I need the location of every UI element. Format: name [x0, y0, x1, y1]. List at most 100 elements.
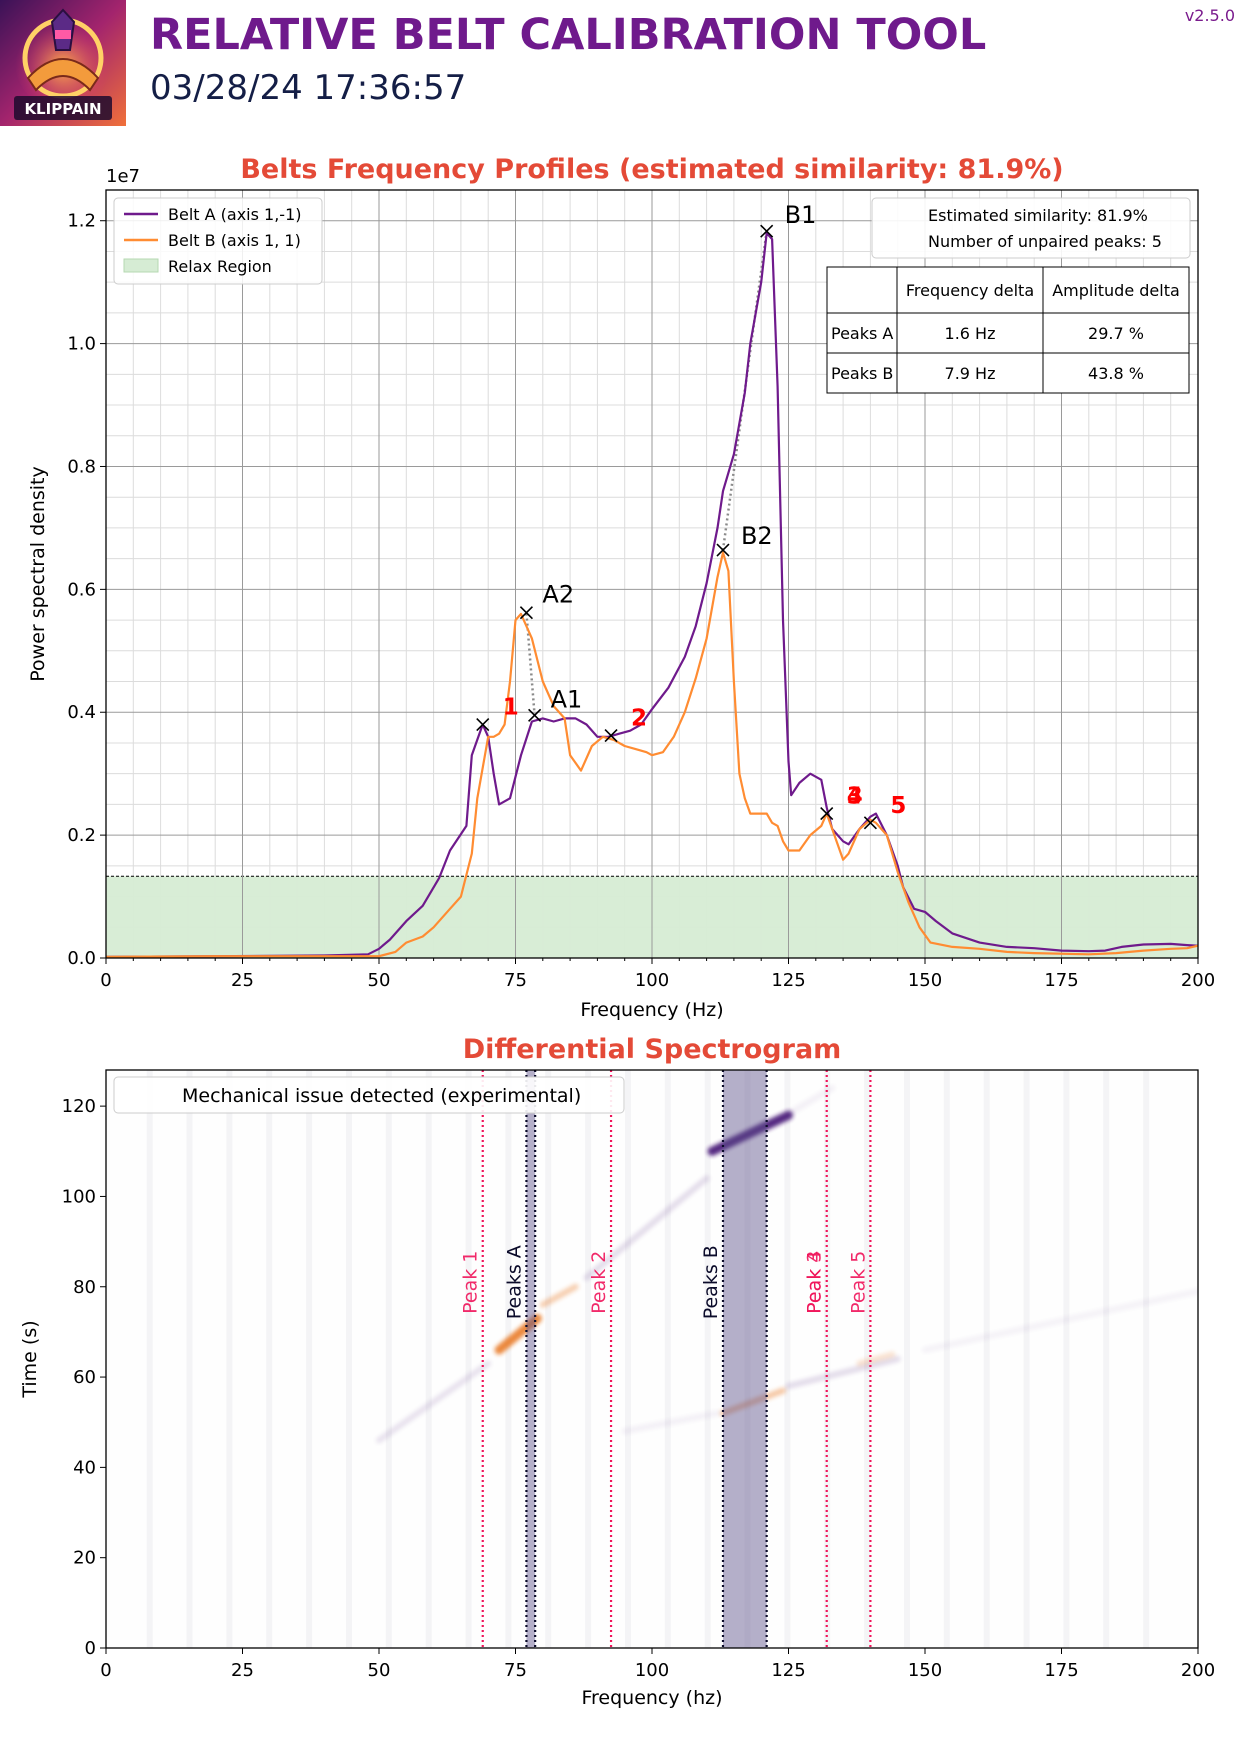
y-tick-label: 0.6	[67, 579, 96, 600]
x-tick-label: 150	[908, 970, 942, 991]
y-axis-label: Time (s)	[19, 1320, 41, 1398]
x-tick-label: 175	[1044, 1660, 1078, 1681]
x-tick-label: 75	[504, 1660, 527, 1681]
x-tick-label: 0	[100, 970, 111, 991]
peak-marker-a1	[528, 708, 542, 722]
peak-marker-b1	[760, 224, 774, 238]
unpaired-peak-marker	[820, 807, 834, 821]
table-value-cell: 7.9 Hz	[945, 364, 996, 383]
x-tick-label: 50	[368, 1660, 391, 1681]
x-axis-label: Frequency (hz)	[581, 1687, 722, 1709]
peaks-delta-table: Frequency delta Amplitude delta Peaks A 1.6…	[826, 266, 1190, 394]
peak-label-b1: B1	[785, 201, 817, 229]
peak-marker-stroke	[820, 807, 834, 821]
belt-b-streak	[494, 1313, 542, 1355]
y-multiplier: 1e7	[106, 166, 140, 187]
table-background	[827, 267, 1189, 393]
peak-marker-stroke	[760, 224, 774, 238]
belt-frequency-profiles-chart: Belts Frequency Profiles (estimated simi…	[27, 154, 1215, 1020]
peak-label-a2: A2	[542, 581, 574, 609]
table-value-cell: 29.7 %	[1088, 324, 1144, 343]
series-belt-a	[105, 231, 1199, 958]
y-tick-label: 1.0	[67, 334, 96, 355]
legend-swatch-relax	[123, 258, 159, 273]
peak-label-a1: A1	[551, 685, 583, 713]
belt-a-streak	[583, 1175, 710, 1281]
x-tick-label: 25	[231, 970, 254, 991]
peak-marker-stroke	[863, 816, 877, 830]
unpaired-peak-label: 4	[847, 784, 863, 810]
plot-area: A1 A2 B1 B2 1 2 34 5	[105, 190, 1199, 959]
timestamp: 03/28/24 17:36:57	[150, 68, 467, 108]
y-tick-label: 0.0	[67, 948, 96, 969]
unpaired-peak-line-label: Peak 2	[588, 1251, 610, 1314]
belt-b-streak	[539, 1283, 579, 1308]
legend-box	[113, 197, 323, 285]
y-tick-label: 80	[73, 1277, 96, 1298]
peak-band	[526, 1070, 536, 1648]
peak-marker-stroke	[528, 708, 542, 722]
series-belt-b	[105, 551, 1199, 958]
x-axis-label: Frequency (Hz)	[580, 999, 723, 1020]
y-tick-label: 1.2	[67, 211, 96, 232]
legend: Mechanical issue detected (experimental)	[113, 1076, 625, 1114]
table-header-cell: Amplitude delta	[1052, 281, 1180, 300]
spectrogram-area	[106, 1070, 1198, 1648]
table-value-cell: 43.8 %	[1088, 364, 1144, 383]
x-tick-label: 200	[1181, 970, 1215, 991]
page-title: RELATIVE BELT CALIBRATION TOOL	[150, 10, 987, 60]
unpaired-peak-line-label: Peak 3	[804, 1251, 826, 1314]
similarity-info-box: Estimated similarity: 81.9% Number of unp…	[871, 197, 1191, 259]
peak-marker-stroke	[604, 729, 618, 743]
x-tick-label: 0	[100, 1660, 111, 1681]
unpaired-peak-label: 1	[503, 695, 519, 721]
info-box-frame	[871, 197, 1191, 259]
belt-b-streak	[856, 1351, 896, 1367]
y-tick-label: 0.2	[67, 825, 96, 846]
x-tick-label: 125	[771, 1660, 805, 1681]
chart-title: Belts Frequency Profiles (estimated simi…	[240, 154, 1063, 185]
legend-label-mechanical-issue: Mechanical issue detected (experimental)	[182, 1085, 581, 1107]
legend-box	[113, 1076, 625, 1114]
x-tick-label: 75	[504, 970, 527, 991]
belt-a-streak	[621, 1410, 721, 1435]
chart-title: Differential Spectrogram	[463, 1034, 842, 1065]
y-tick-label: 0.8	[67, 456, 96, 477]
differential-spectrogram-chart: Differential Spectrogram Peak 1 Peak 2 Peak…	[19, 1034, 1215, 1709]
x-tick-label: 100	[635, 1660, 669, 1681]
unpaired-count-text: Number of unpaired peaks: 5	[928, 232, 1162, 251]
legend-label-belt-b: Belt B (axis 1, 1)	[168, 231, 301, 250]
y-tick-label: 60	[73, 1367, 96, 1388]
legend-label-belt-a: Belt A (axis 1,-1)	[168, 205, 302, 224]
x-tick-label: 50	[368, 970, 391, 991]
version-label: v2.5.0	[1184, 6, 1235, 25]
peak-marker-stroke	[519, 606, 533, 620]
unpaired-peak-line-label: Peak 1	[460, 1251, 482, 1314]
y-tick-label: 40	[73, 1457, 96, 1478]
x-tick-label: 25	[231, 1660, 254, 1681]
similarity-text: Estimated similarity: 81.9%	[928, 206, 1148, 225]
belt-a-streak	[785, 1356, 901, 1390]
report-header: KLIPPAIN RELATIVE BELT CALIBRATION TOOL …	[0, 0, 1245, 130]
table-value-cell: Peaks B	[831, 364, 893, 383]
unpaired-peak-label: 3	[847, 784, 863, 810]
unpaired-peak-marker	[863, 816, 877, 830]
unpaired-peak-line-label: Peak 5	[847, 1251, 869, 1314]
y-tick-label: 0	[85, 1638, 96, 1659]
unpaired-peak-line-label: Peak 4	[804, 1251, 826, 1314]
peak-label-b2: B2	[741, 522, 773, 550]
y-tick-label: 0.4	[67, 702, 96, 723]
table-value-cell: 1.6 Hz	[945, 324, 996, 343]
unpaired-peak-marker	[476, 717, 490, 732]
peak-marker-stroke	[476, 717, 490, 732]
x-tick-label: 125	[771, 970, 805, 991]
spectrogram-background	[106, 1070, 1198, 1648]
x-tick-label: 200	[1181, 1660, 1215, 1681]
unpaired-peak-label: 2	[631, 706, 647, 732]
unpaired-peak-label: 5	[890, 793, 906, 819]
peak-band-label: Peaks A	[503, 1245, 525, 1319]
y-tick-label: 20	[73, 1548, 96, 1569]
legend: Belt A (axis 1,-1) Belt B (axis 1, 1) Rela…	[113, 197, 323, 285]
y-tick-label: 100	[62, 1186, 96, 1207]
peak-marker-b2	[716, 543, 730, 557]
